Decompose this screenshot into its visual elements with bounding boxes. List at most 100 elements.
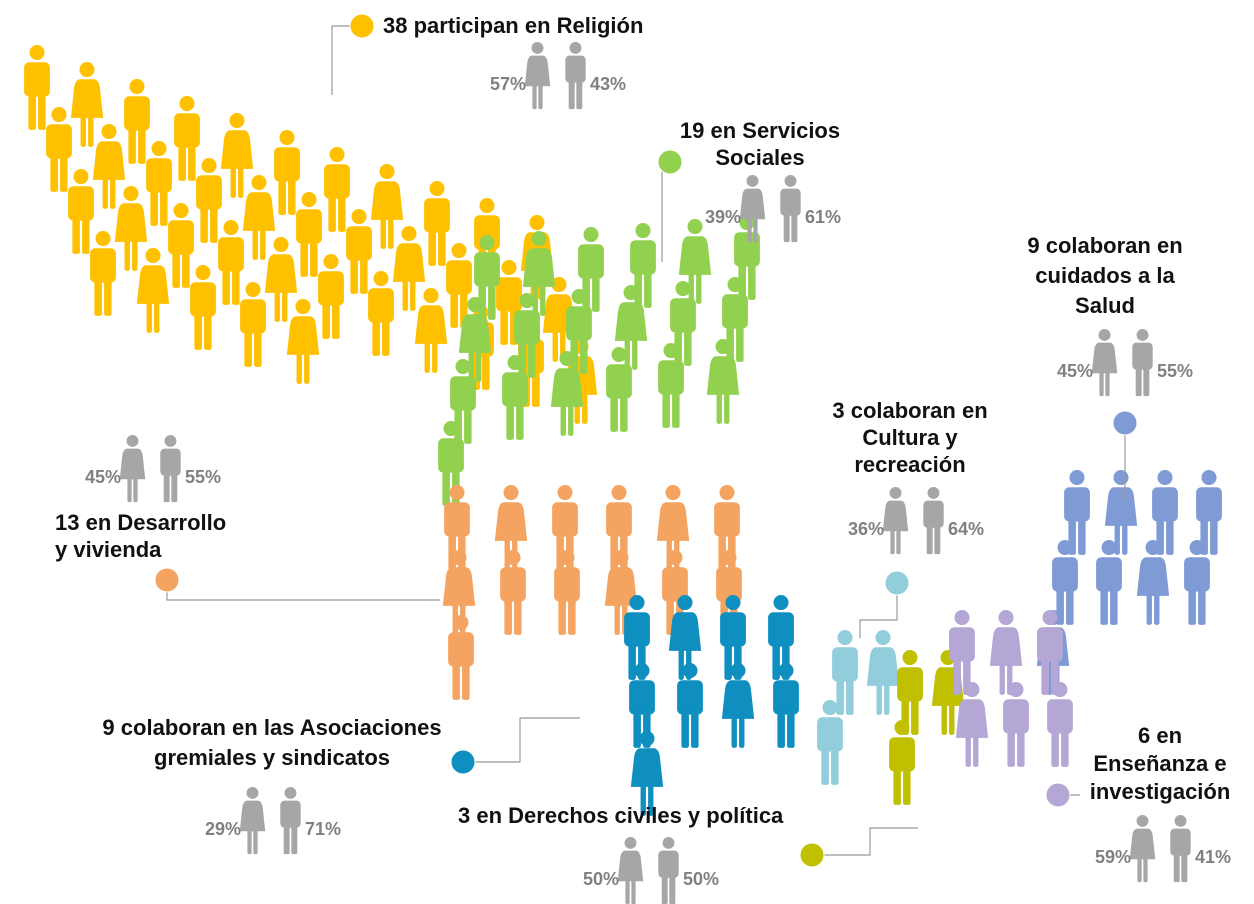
person-icon: [414, 288, 448, 373]
person-icon: [24, 45, 50, 130]
male-percent: 55%: [185, 467, 221, 487]
female-percent: 57%: [490, 74, 526, 94]
group-count: 3: [832, 398, 844, 423]
male-percent: 71%: [305, 819, 341, 839]
person-icon: [242, 175, 276, 260]
marker-dot: [657, 149, 683, 175]
female-icon: [617, 837, 644, 904]
label-line: gremiales y sindicatos: [154, 745, 390, 770]
marker-dot: [1045, 782, 1071, 808]
person-icon: [136, 248, 170, 333]
male-percent: 61%: [805, 207, 841, 227]
label-line: en Servicios: [710, 118, 840, 143]
female-percent: 59%: [1095, 847, 1131, 867]
person-icon: [1003, 682, 1029, 767]
person-icon: [124, 79, 150, 164]
person-icon: [264, 237, 298, 322]
person-icon: [196, 158, 222, 243]
label-line: cuidados a la: [1035, 263, 1175, 288]
person-icon: [168, 203, 194, 288]
person-icon: [286, 299, 320, 384]
marker-dot: [450, 749, 476, 775]
male-percent: 64%: [948, 519, 984, 539]
group-label: 13 en Desarrollo y vivienda: [55, 510, 226, 562]
female-percent: 39%: [705, 207, 741, 227]
male-icon: [160, 435, 181, 503]
person-icon: [706, 339, 740, 424]
male-icon: [1132, 329, 1153, 397]
label-line: y vivienda: [55, 537, 162, 562]
group-label: 9 colaboran en cuidados a la Salud: [1027, 233, 1182, 318]
label-line: en Derechos civiles y política: [476, 803, 784, 828]
male-icon: [565, 42, 586, 110]
label-line: en Desarrollo: [86, 510, 227, 535]
label-line: en: [1156, 723, 1182, 748]
person-icon: [832, 630, 858, 715]
male-icon: [923, 487, 944, 555]
male-icon: [1170, 815, 1191, 883]
female-icon: [1091, 329, 1118, 397]
person-icon: [500, 550, 526, 635]
label-line: recreación: [854, 452, 965, 477]
group-count: 19: [680, 118, 704, 143]
person-icon: [68, 169, 94, 254]
label-line: participan en Religión: [414, 13, 644, 38]
person-icon: [220, 113, 254, 198]
male-icon: [280, 787, 301, 855]
label-line: Cultura y: [862, 425, 958, 450]
group-count: 3: [458, 803, 470, 828]
person-icon: [1047, 682, 1073, 767]
person-icon: [392, 226, 426, 311]
label-line: colaboran en: [851, 398, 988, 423]
male-percent: 41%: [1195, 847, 1231, 867]
marker-dot: [1112, 410, 1138, 436]
label-line: Salud: [1075, 293, 1135, 318]
person-icon: [448, 615, 474, 700]
group-label: 19 en Servicios Sociales: [680, 118, 840, 170]
marker-dot: [799, 842, 825, 868]
marker-dot: [154, 567, 180, 593]
group-count: 38: [383, 13, 407, 38]
group-count: 13: [55, 510, 79, 535]
person-icon: [324, 147, 350, 232]
male-icon: [780, 175, 801, 243]
person-icon: [370, 164, 404, 249]
female-percent: 29%: [205, 819, 241, 839]
male-icon: [658, 837, 679, 904]
person-icon: [190, 265, 216, 350]
connector: [463, 717, 580, 763]
connector: [661, 161, 671, 262]
label-line: investigación: [1090, 779, 1231, 804]
marker-dot: [349, 13, 375, 39]
label-line: colaboran en: [1046, 233, 1183, 258]
person-icon: [90, 231, 116, 316]
person-icon: [46, 107, 72, 192]
group-count: 9: [102, 715, 114, 740]
person-icon: [114, 186, 148, 271]
person-icon: [1136, 540, 1170, 625]
label-line: Enseñanza e: [1093, 751, 1226, 776]
person-icon: [218, 220, 244, 305]
person-icon: [424, 181, 450, 266]
person-icon: [866, 630, 900, 715]
female-percent: 50%: [583, 869, 619, 889]
person-icon: [318, 254, 344, 339]
male-percent: 55%: [1157, 361, 1193, 381]
group-label: 9 colaboran en las Asociaciones gremiales…: [102, 715, 441, 770]
person-icon: [368, 271, 394, 356]
female-percent: 45%: [85, 467, 121, 487]
person-icon: [70, 62, 104, 147]
female-icon: [524, 42, 551, 110]
person-icon: [296, 192, 322, 277]
person-icon: [174, 96, 200, 181]
person-icon: [274, 130, 300, 215]
person-icon: [889, 720, 915, 805]
group-label: 38 participan en Religión: [383, 13, 643, 38]
male-percent: 43%: [590, 74, 626, 94]
female-percent: 45%: [1057, 361, 1093, 381]
marker-dot: [884, 570, 910, 596]
female-icon: [1129, 815, 1156, 883]
group-count: 6: [1138, 723, 1150, 748]
group-count: 9: [1027, 233, 1039, 258]
